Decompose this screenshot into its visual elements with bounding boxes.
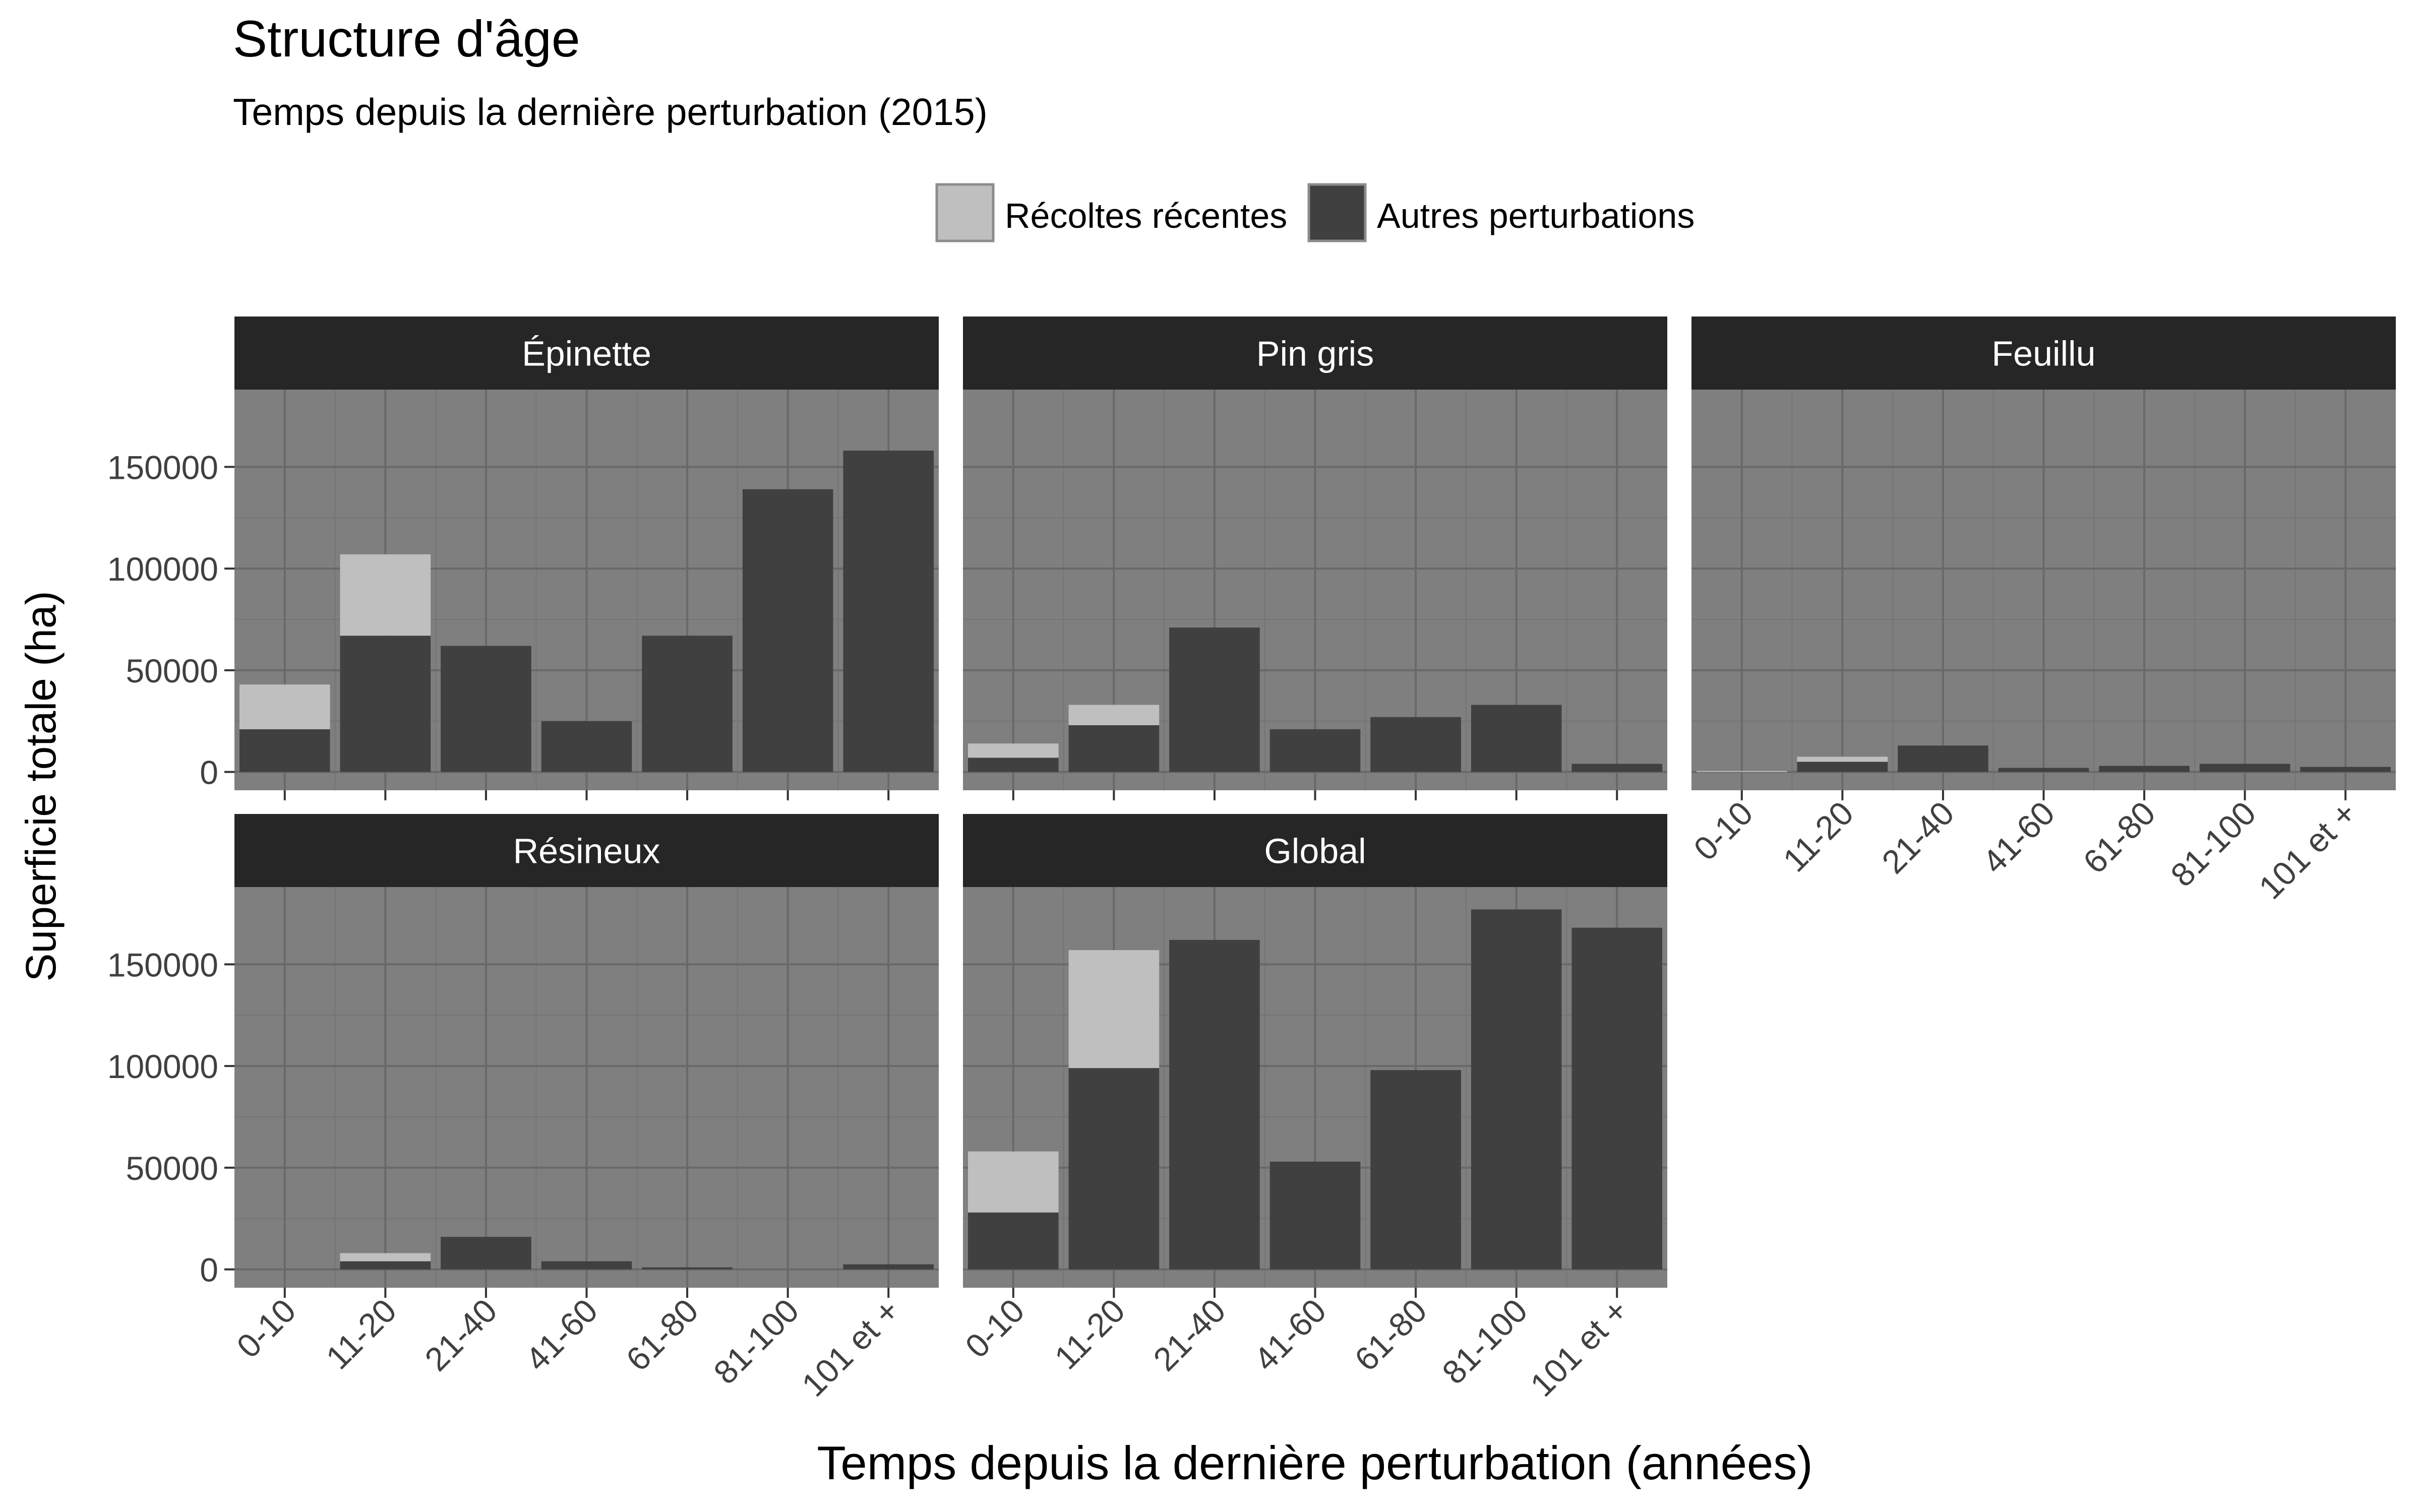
bar-autres-81-100 (2199, 764, 2290, 772)
bar-autres-41-60 (1269, 729, 1361, 772)
legend-key-recoltes (935, 183, 995, 242)
x-tick-label: 41-60 (518, 1292, 605, 1378)
legend-label-autres: Autres perturbations (1377, 196, 1695, 235)
x-tick-label: 41-60 (1975, 794, 2062, 881)
bar-autres-11-20 (1068, 1068, 1160, 1270)
x-tick-label: 81-100 (706, 1292, 806, 1392)
facet-strip-label: Feuillu (1991, 334, 2095, 373)
bar-recoltes-0-10 (239, 684, 330, 729)
x-tick-label: 11-20 (1047, 1292, 1132, 1376)
bar-autres-11-20 (340, 636, 431, 772)
chart-subtitle: Temps depuis la dernière perturbation (2… (233, 91, 988, 133)
legend: Récoltes récentes Autres perturbations (935, 183, 1695, 242)
bar-autres-101-et (2300, 767, 2391, 772)
y-tick-label: 150000 (107, 946, 218, 983)
bar-autres-101-et (1571, 764, 1663, 772)
y-axis-title: Superficie totale (ha) (17, 591, 65, 981)
bar-autres-0-10 (239, 729, 330, 772)
facet-strip (234, 814, 939, 887)
facet-global: Global 0-10 11-20 21-40 41-60 61-80 81-100101 … (958, 814, 1667, 1404)
bar-autres-21-40 (441, 646, 531, 772)
bar-autres-61-80 (642, 636, 733, 772)
bar-recoltes-11-20 (340, 1253, 431, 1262)
facet-strip-label: Global (1264, 832, 1366, 871)
bar-autres-61-80 (642, 1267, 733, 1270)
bar-autres-41-60 (1998, 768, 2089, 772)
bar-recoltes-11-20 (1797, 757, 1888, 762)
legend-key-autres (1307, 183, 1367, 242)
y-tick-label: 0 (200, 754, 218, 791)
x-tick-label: 61-80 (2076, 794, 2162, 881)
facet-panels: Épinette 0 50000 100000 150000 Pin gris Feuill… (107, 317, 2396, 1404)
facet-resineux: Résineux 0 50000 100000 150000 0-10 11-20 21-40… (107, 814, 939, 1404)
bar-autres-81-100 (1471, 705, 1562, 772)
x-tick-label: 101 et + (1523, 1292, 1635, 1404)
x-tick-label: 11-20 (319, 1292, 403, 1376)
bar-autres-101-et (843, 1264, 934, 1270)
y-tick-label: 0 (200, 1251, 218, 1289)
x-tick-label: 101 et + (2252, 794, 2364, 906)
facet-strip (1691, 317, 2396, 390)
bar-autres-21-40 (1898, 745, 1988, 772)
bar-autres-81-100 (742, 489, 833, 772)
bar-recoltes-11-20 (1068, 950, 1160, 1068)
x-tick-label: 61-80 (1347, 1292, 1434, 1378)
facet-strip (234, 317, 939, 390)
bar-recoltes-0-10 (967, 1151, 1059, 1213)
bar-autres-81-100 (1471, 909, 1562, 1270)
x-tick-label: 0-10 (229, 1292, 303, 1365)
x-tick-label: 21-40 (1874, 794, 1961, 881)
bar-autres-0-10 (967, 758, 1059, 772)
x-tick-label: 81-100 (1435, 1292, 1535, 1392)
x-tick-label: 21-40 (1146, 1292, 1233, 1378)
bar-autres-11-20 (1068, 725, 1160, 772)
x-tick-label: 81-100 (2163, 794, 2263, 894)
bar-autres-61-80 (1370, 717, 1461, 772)
bar-autres-21-40 (1169, 627, 1260, 772)
facet-feuillu: Feuillu 0-10 11-20 21-40 41-60 61-80 81-100101… (1686, 317, 2396, 906)
x-tick-label: 41-60 (1247, 1292, 1334, 1378)
facet-pin-gris: Pin gris (963, 317, 1667, 800)
y-tick-label: 100000 (107, 550, 218, 588)
y-tick-label: 50000 (126, 1150, 218, 1187)
x-tick-label: 0-10 (1686, 794, 1760, 868)
bar-autres-101-et (1571, 927, 1663, 1270)
facet-epinette: Épinette 0 50000 100000 150000 (107, 317, 939, 800)
facet-strip (963, 814, 1667, 887)
x-tick-label: 21-40 (417, 1292, 504, 1378)
y-tick-label: 50000 (126, 652, 218, 689)
bar-autres-41-60 (541, 1261, 632, 1270)
y-tick-label: 100000 (107, 1048, 218, 1085)
x-tick-label: 101 et + (795, 1292, 906, 1404)
facet-strip-label: Épinette (522, 334, 651, 373)
bar-autres-101-et (843, 451, 934, 772)
x-tick-label: 61-80 (619, 1292, 705, 1378)
facet-strip (963, 317, 1667, 390)
bar-autres-21-40 (1169, 939, 1260, 1270)
y-tick-label: 150000 (107, 449, 218, 486)
x-tick-label: 11-20 (1776, 794, 1860, 879)
bar-autres-11-20 (340, 1261, 431, 1270)
bar-recoltes-11-20 (340, 554, 431, 636)
bar-autres-11-20 (1797, 762, 1888, 772)
bar-recoltes-11-20 (1068, 705, 1160, 725)
bar-autres-61-80 (2099, 766, 2190, 772)
bar-recoltes-0-10 (1696, 771, 1787, 772)
bar-recoltes-0-10 (967, 743, 1059, 758)
x-tick-label: 0-10 (958, 1292, 1032, 1365)
bar-autres-0-10 (967, 1212, 1059, 1270)
bar-autres-21-40 (441, 1237, 531, 1270)
facet-strip-label: Pin gris (1256, 334, 1374, 373)
bar-autres-41-60 (541, 721, 632, 772)
chart-title: Structure d'âge (233, 10, 580, 68)
legend-label-recoltes: Récoltes récentes (1005, 196, 1287, 235)
x-axis-title: Temps depuis la dernière perturbation (a… (817, 1436, 1812, 1489)
bar-autres-61-80 (1370, 1070, 1461, 1270)
bar-autres-41-60 (1269, 1161, 1361, 1270)
facet-strip-label: Résineux (513, 832, 660, 871)
